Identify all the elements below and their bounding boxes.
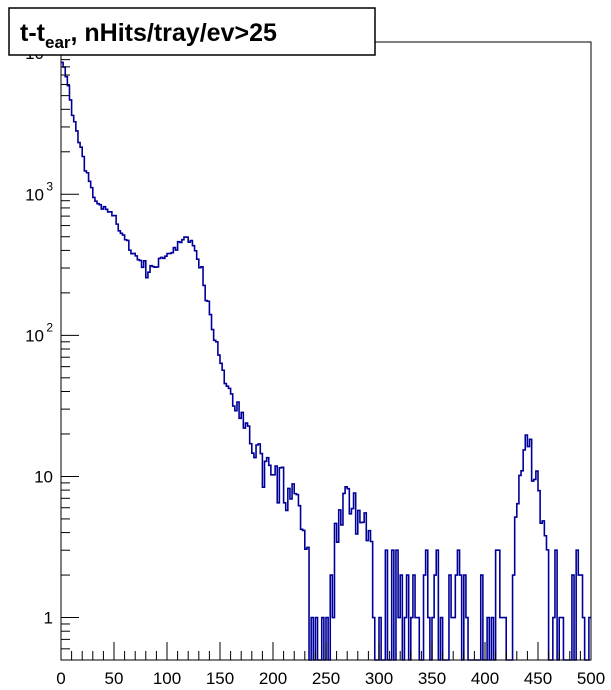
x-tick-label: 200 <box>259 669 287 688</box>
x-tick-label: 500 <box>577 669 605 688</box>
chart-title-main: t-t <box>20 19 46 47</box>
y-tick-exponent: 3 <box>46 179 53 193</box>
y-tick-label: 10 <box>34 467 53 486</box>
y-tick-label: 1 <box>44 609 53 628</box>
x-tick-label: 400 <box>471 669 499 688</box>
x-tick-label: 150 <box>206 669 234 688</box>
chart-title-subscript: ear <box>45 33 71 52</box>
y-tick-label: 10 <box>25 185 44 204</box>
x-tick-label: 450 <box>524 669 552 688</box>
x-tick-label: 350 <box>418 669 446 688</box>
y-tick-label: 10 <box>25 326 44 345</box>
x-tick-label: 300 <box>365 669 393 688</box>
x-tick-label: 50 <box>105 669 124 688</box>
y-tick-exponent: 2 <box>46 320 53 334</box>
title-box-frame <box>8 7 376 56</box>
x-tick-label: 100 <box>153 669 181 688</box>
x-tick-label: 250 <box>312 669 340 688</box>
title-box: t-tear, nHits/tray/ev>25 <box>8 7 376 56</box>
chart-title-rest: , nHits/tray/ev>25 <box>71 19 277 47</box>
chart-title: t-tear, nHits/tray/ev>25 <box>20 19 277 52</box>
x-tick-label: 0 <box>56 669 65 688</box>
